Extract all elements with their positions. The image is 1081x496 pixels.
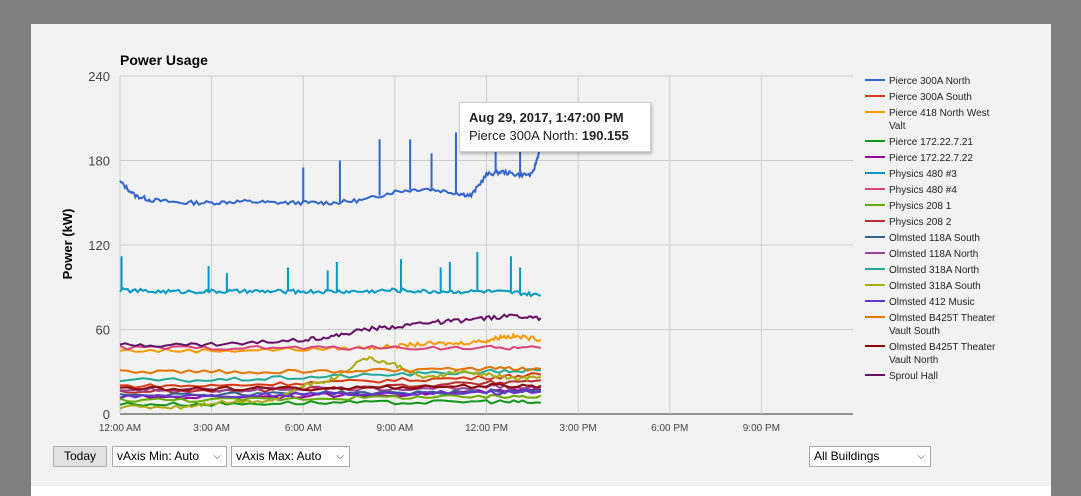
- legend-label: Sproul Hall: [889, 371, 938, 382]
- x-axis-ticks: 12:00 AM 3:00 AM 6:00 AM 9:00 AM 12:00 PM 3:0…: [99, 423, 780, 434]
- legend-label: Pierce 172.22.7.22: [889, 153, 973, 164]
- legend-label: Olmsted 318A South: [889, 281, 981, 292]
- legend-label: Olmsted 412 Music: [889, 297, 975, 308]
- series-line: [119, 344, 542, 351]
- y-tick-label: 240: [88, 69, 110, 84]
- vaxis-max-select[interactable]: vAxis Max: Auto ⌵: [231, 446, 350, 467]
- legend-label: Physics 208 1: [889, 201, 952, 212]
- series-line: [119, 355, 542, 411]
- legend-label: Physics 480 #3: [889, 169, 957, 180]
- legend-label: Pierce 300A South: [889, 92, 972, 103]
- series-line: [119, 286, 542, 298]
- panel-bottom-strip: [31, 486, 1051, 496]
- building-value: All Buildings: [814, 449, 880, 463]
- series-line: [119, 332, 542, 354]
- y-axis-ticks: 0 60 120 180 240: [88, 69, 110, 422]
- series-line: [119, 399, 541, 407]
- chevron-down-icon: ⌵: [917, 451, 925, 462]
- y-tick-label: 180: [88, 154, 110, 169]
- chevron-down-icon: ⌵: [213, 451, 221, 462]
- vaxis-max-value: vAxis Max: Auto: [236, 449, 322, 463]
- x-tick-label: 3:00 PM: [560, 423, 597, 434]
- series-line: [119, 368, 541, 383]
- chart-title: Power Usage: [120, 52, 208, 68]
- y-axis-label: Power (kW): [60, 209, 75, 280]
- x-tick-label: 9:00 PM: [743, 423, 780, 434]
- x-tick-label: 6:00 AM: [285, 423, 322, 434]
- series-line: [119, 382, 542, 392]
- building-select[interactable]: All Buildings ⌵: [809, 446, 931, 467]
- series-line: [119, 365, 542, 375]
- tooltip-value: 190.155: [581, 128, 629, 143]
- legend-label: Olmsted 318A North: [889, 265, 979, 276]
- x-tick-label: 9:00 AM: [377, 423, 414, 434]
- chevron-down-icon: ⌵: [336, 451, 344, 462]
- tooltip-datetime: Aug 29, 2017, 1:47:00 PM: [469, 110, 624, 125]
- legend-label: Olmsted 118A North: [889, 249, 978, 260]
- legend-label: Pierce 300A North: [889, 76, 970, 87]
- today-button[interactable]: Today: [53, 446, 107, 467]
- legend-label: Pierce 172.22.7.21: [889, 137, 973, 148]
- y-tick-label: 60: [96, 323, 110, 338]
- y-tick-label: 0: [103, 407, 110, 422]
- x-tick-label: 12:00 PM: [465, 423, 508, 434]
- series-line: [119, 146, 542, 207]
- chart-panel: 12:00 AM 3:00 AM 6:00 AM 9:00 AM 12:00 PM 3:0…: [31, 24, 1051, 486]
- legend-label: Physics 208 2: [889, 217, 952, 228]
- x-tick-label: 12:00 AM: [99, 423, 141, 434]
- data-tooltip: Aug 29, 2017, 1:47:00 PM Pierce 300A Nor…: [459, 102, 651, 152]
- series-line: [119, 313, 542, 348]
- series-lines: [119, 132, 545, 411]
- legend-label: Olmsted B425T Theater Vault South: [889, 313, 996, 337]
- y-tick-label: 120: [88, 238, 110, 253]
- series-line: [119, 388, 542, 399]
- power-usage-chart: 12:00 AM 3:00 AM 6:00 AM 9:00 AM 12:00 PM 3:0…: [60, 52, 996, 434]
- legend-label: Olmsted B425T Theater Vault North: [889, 342, 996, 366]
- tooltip-series: Pierce 300A North: 190.155: [469, 128, 629, 143]
- tooltip-series-name: Pierce 300A North: [469, 128, 575, 143]
- legend-label: Physics 480 #4: [889, 185, 957, 196]
- legend-label: Pierce 418 North West Valt: [889, 108, 990, 132]
- legend: Pierce 300A North Pierce 300A South Pierce…: [865, 76, 996, 382]
- vaxis-min-select[interactable]: vAxis Min: Auto ⌵: [112, 446, 227, 467]
- legend-label: Olmsted 118A South: [889, 233, 980, 244]
- series-line: [119, 393, 542, 403]
- x-tick-label: 6:00 PM: [651, 423, 688, 434]
- vaxis-min-value: vAxis Min: Auto: [117, 449, 200, 463]
- x-tick-label: 3:00 AM: [193, 423, 230, 434]
